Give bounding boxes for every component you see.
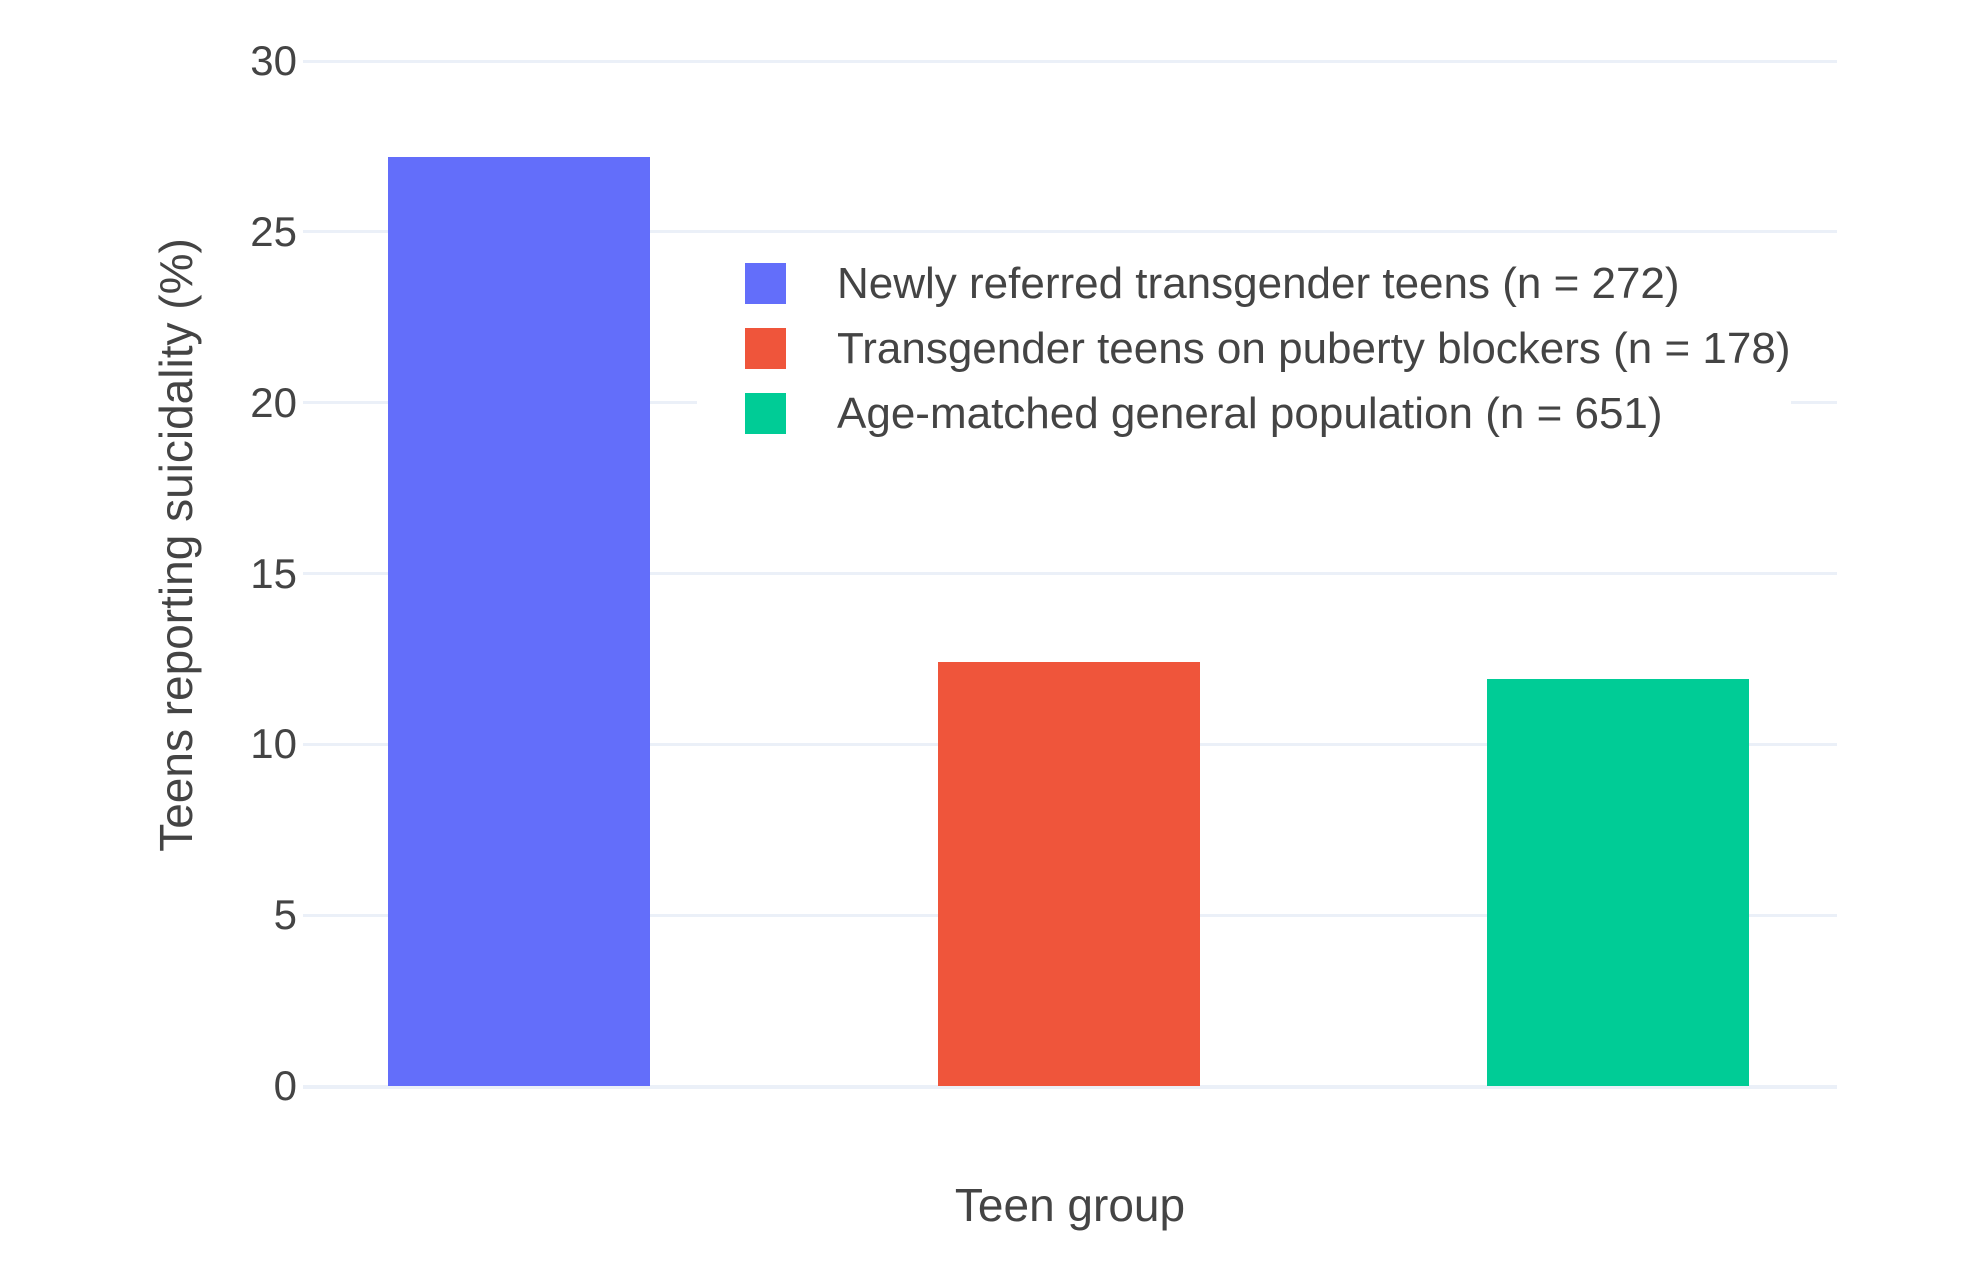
y-tick-label-0: 0 (273, 1062, 297, 1109)
legend-label-2: Transgender teens on puberty blockers (n… (837, 323, 1791, 373)
gridline-y-0 (303, 1084, 1837, 1089)
legend-item-2[interactable]: Transgender teens on puberty blockers (n… (697, 316, 1791, 381)
plot-area (303, 59, 1837, 1089)
bar-3 (1487, 679, 1749, 1086)
legend: Newly referred transgender teens (n = 27… (697, 250, 1791, 446)
y-tick-label-15: 15 (250, 549, 297, 597)
y-tick-label-5: 5 (273, 891, 297, 939)
y-tick-label-20: 20 (250, 378, 297, 426)
bar-2 (938, 662, 1200, 1086)
y-tick-label-25: 25 (250, 207, 297, 255)
y-tick-label-10: 10 (250, 720, 297, 768)
legend-item-3[interactable]: Age-matched general population (n = 651) (697, 381, 1791, 446)
gridline-y-15 (303, 572, 1837, 575)
bar-1 (388, 156, 650, 1086)
legend-swatch-1 (745, 263, 786, 304)
legend-label-3: Age-matched general population (n = 651) (837, 388, 1663, 438)
y-axis-title: Teens reporting suicidality (%) (150, 238, 202, 852)
legend-item-1[interactable]: Newly referred transgender teens (n = 27… (697, 251, 1791, 316)
gridline-y-25 (303, 230, 1837, 234)
legend-swatch-2 (745, 328, 786, 369)
legend-label-1: Newly referred transgender teens (n = 27… (837, 258, 1680, 308)
y-tick-label-30: 30 (250, 37, 297, 84)
legend-swatch-3 (745, 393, 786, 434)
x-axis-title: Teen group (954, 1179, 1186, 1231)
gridline-y-30 (303, 59, 1837, 63)
